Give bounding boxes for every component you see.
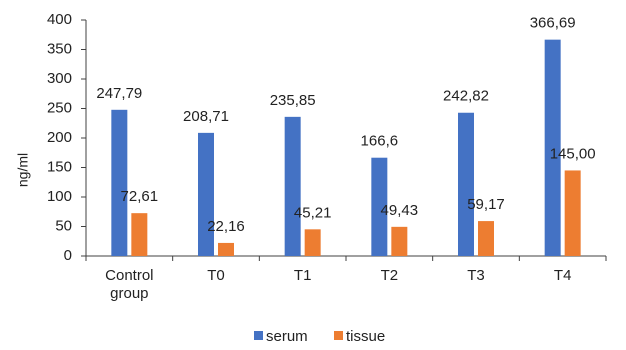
bar-tissue: [478, 221, 494, 256]
data-label-tissue: 145,00: [550, 145, 596, 162]
legend-swatch-tissue: [334, 331, 343, 340]
data-label-tissue: 22,16: [207, 218, 245, 235]
data-label-tissue: 49,43: [381, 202, 419, 219]
x-tick-label: Control group: [105, 267, 153, 302]
data-label-serum: 366,69: [530, 15, 576, 32]
y-tick-label: 200: [47, 129, 72, 146]
data-label-tissue: 59,17: [467, 196, 505, 213]
data-labels: 247,79 72,61 208,71 22,16 235,85 45,21 166,6 49…: [96, 15, 595, 235]
bar-serum: [458, 112, 474, 256]
bar-serum: [198, 132, 214, 256]
bar-tissue: [564, 170, 581, 256]
data-label-serum: 208,71: [183, 108, 229, 125]
bars: [111, 39, 581, 257]
data-label-serum: 235,85: [270, 92, 316, 109]
data-label-serum: 242,82: [443, 88, 489, 105]
y-axis-label: ng/ml: [15, 153, 31, 187]
y-tick-label: 50: [55, 217, 72, 234]
x-axis-tick-labels: Control group T0 T1 T2 T3 T4: [105, 267, 571, 302]
y-tick-label: 250: [47, 99, 72, 116]
legend-label-tissue: tissue: [346, 328, 385, 345]
bar-tissue: [131, 213, 148, 256]
bar-serum: [111, 109, 128, 257]
bar-serum: [371, 157, 388, 256]
data-label-serum: 166,6: [361, 133, 399, 150]
data-label-tissue: 45,21: [294, 204, 332, 221]
legend-label-serum: serum: [266, 328, 308, 345]
x-tick-label: T4: [554, 267, 572, 284]
y-tick-label: 0: [64, 247, 72, 264]
x-tick-label: T2: [381, 267, 399, 284]
bar-tissue: [218, 242, 234, 256]
y-tick-label: 150: [47, 158, 72, 175]
legend: serum tissue: [254, 328, 385, 345]
x-tick-label: T1: [294, 267, 312, 284]
legend-swatch-serum: [254, 331, 263, 340]
y-tick-label: 100: [47, 188, 72, 205]
bar-tissue: [391, 226, 408, 256]
data-label-serum: 247,79: [96, 85, 142, 102]
bar-serum: [284, 116, 301, 256]
y-tick-label: 350: [47, 40, 72, 57]
x-tick-label: T0: [207, 267, 225, 284]
y-tick-label: 400: [47, 11, 72, 28]
bar-tissue: [304, 229, 321, 256]
axes: [81, 19, 607, 261]
bar-serum: [544, 39, 561, 257]
y-tick-label: 300: [47, 70, 72, 87]
data-label-tissue: 72,61: [121, 188, 159, 205]
x-tick-label: T3: [467, 267, 485, 284]
y-axis-ticks: 0 50 100 150 200 250 300 350 400: [47, 11, 72, 264]
